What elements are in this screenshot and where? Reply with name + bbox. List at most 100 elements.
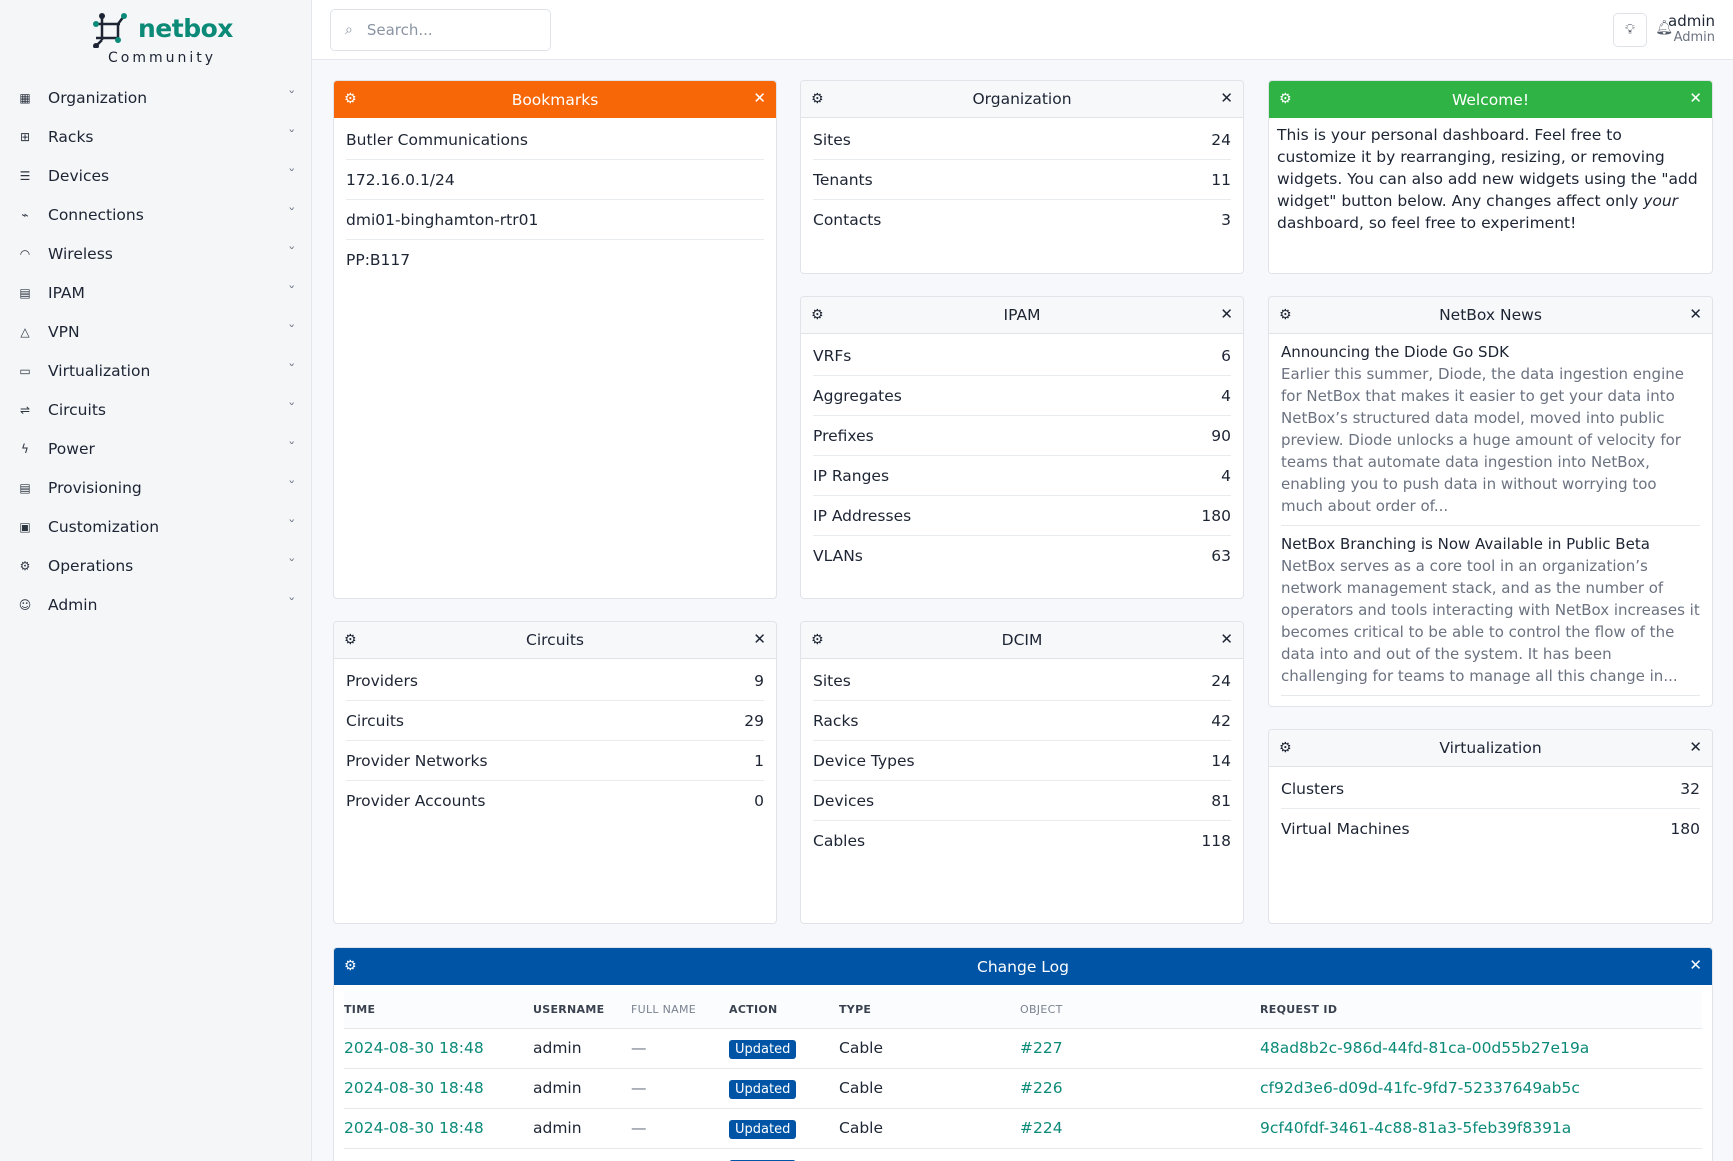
stat-label[interactable]: Circuits — [346, 711, 404, 730]
sidebar-item-devices[interactable]: ☰ Devices ˅ — [0, 156, 312, 195]
column-header[interactable]: TIME — [344, 991, 533, 1029]
sidebar-item-circuits[interactable]: ⇌ Circuits ˅ — [0, 390, 312, 429]
stat-label[interactable]: IP Ranges — [813, 466, 890, 485]
stat-row[interactable]: Cables 118 — [813, 821, 1231, 861]
bookmark-item[interactable]: Butler Communications — [346, 120, 764, 160]
gear-icon[interactable]: ⚙ — [1279, 740, 1292, 756]
stat-label[interactable]: Clusters — [1281, 779, 1345, 798]
object-link[interactable]: #226 — [1020, 1079, 1063, 1097]
gear-icon[interactable]: ⚙ — [811, 632, 824, 648]
stat-label[interactable]: Racks — [813, 711, 859, 730]
stat-row[interactable]: Aggregates 4 — [813, 376, 1231, 416]
stat-label[interactable]: Cables — [813, 832, 866, 850]
column-header[interactable]: OBJECT — [1020, 991, 1260, 1029]
sidebar-item-power[interactable]: ϟ Power ˅ — [0, 429, 312, 468]
object-link[interactable]: #224 — [1020, 1119, 1063, 1137]
stat-row[interactable]: IP Ranges 4 — [813, 456, 1231, 496]
request-id-link[interactable]: 9cf40fdf-3461-4c88-81a3-5feb39f8391a — [1260, 1119, 1572, 1137]
stat-label[interactable]: Provider Networks — [346, 751, 488, 770]
bookmark-item[interactable]: PP:B117 — [346, 240, 764, 280]
gear-icon[interactable]: ⚙ — [1279, 307, 1292, 323]
news-title[interactable]: A New Look For NetBox and NetBox Labs — [1281, 704, 1700, 706]
bookmark-label[interactable]: 172.16.0.1/24 — [346, 170, 455, 189]
sidebar-item-operations[interactable]: ⚙ Operations ˅ — [0, 546, 312, 585]
stat-label[interactable]: Virtual Machines — [1281, 820, 1410, 838]
request-id-link[interactable]: 48ad8b2c-986d-44fd-81ca-00d55b27e19a — [1260, 1039, 1590, 1057]
sidebar-item-virtualization[interactable]: ▭ Virtualization ˅ — [0, 351, 312, 390]
time-link[interactable]: 2024-08-30 18:47 — [344, 1159, 484, 1161]
sidebar-item-wireless[interactable]: ◠ Wireless ˅ — [0, 234, 312, 273]
column-header[interactable]: USERNAME — [533, 991, 631, 1029]
close-icon[interactable]: ✕ — [1220, 89, 1233, 107]
sidebar-item-provisioning[interactable]: ▤ Provisioning ˅ — [0, 468, 312, 507]
news-item[interactable]: A New Look For NetBox and NetBox Labs — [1281, 704, 1700, 706]
search-input[interactable] — [366, 21, 527, 39]
gear-icon[interactable]: ⚙ — [344, 958, 357, 974]
request-id-link[interactable]: cf92d3e6-d09d-41fc-9fd7-52337649ab5c — [1260, 1079, 1580, 1097]
gear-icon[interactable]: ⚙ — [344, 91, 357, 107]
close-icon[interactable]: ✕ — [1689, 956, 1702, 974]
bookmark-label[interactable]: dmi01-binghamton-rtr01 — [346, 210, 539, 229]
object-link[interactable]: #227 — [1020, 1039, 1063, 1057]
news-title[interactable]: Announcing the Diode Go SDK — [1281, 343, 1509, 361]
close-icon[interactable]: ✕ — [1689, 305, 1702, 323]
close-icon[interactable]: ✕ — [753, 630, 766, 648]
stat-label[interactable]: IP Addresses — [813, 506, 912, 525]
stat-label[interactable]: Sites — [813, 671, 851, 690]
stat-row[interactable]: Sites 24 — [813, 661, 1231, 701]
stat-row[interactable]: Provider Accounts 0 — [346, 781, 764, 821]
bookmark-item[interactable]: 172.16.0.1/24 — [346, 160, 764, 200]
sidebar-item-connections[interactable]: ⌁ Connections ˅ — [0, 195, 312, 234]
close-icon[interactable]: ✕ — [1689, 89, 1702, 107]
stat-row[interactable]: Sites 24 — [813, 120, 1231, 160]
bookmark-item[interactable]: dmi01-binghamton-rtr01 — [346, 200, 764, 240]
news-item[interactable]: NetBox Branching is Now Available in Pub… — [1281, 534, 1700, 696]
stat-row[interactable]: Devices 81 — [813, 781, 1231, 821]
stat-label[interactable]: Tenants — [813, 170, 873, 189]
column-header[interactable]: ACTION — [729, 991, 839, 1029]
close-icon[interactable]: ✕ — [1220, 630, 1233, 648]
sidebar-item-racks[interactable]: ⊞ Racks ˅ — [0, 117, 312, 156]
news-title[interactable]: NetBox Branching is Now Available in Pub… — [1281, 535, 1650, 553]
stat-label[interactable]: Providers — [346, 671, 418, 690]
column-header[interactable]: TYPE — [839, 991, 1020, 1029]
object-link[interactable]: #224 — [1020, 1159, 1063, 1161]
stat-row[interactable]: Providers 9 — [346, 661, 764, 701]
stat-row[interactable]: Contacts 3 — [813, 200, 1231, 240]
stat-label[interactable]: Contacts — [813, 211, 882, 229]
sidebar-item-admin[interactable]: ☺ Admin ˅ — [0, 585, 312, 624]
stat-row[interactable]: IP Addresses 180 — [813, 496, 1231, 536]
close-icon[interactable]: ✕ — [1220, 305, 1233, 323]
stat-label[interactable]: Device Types — [813, 751, 915, 770]
stat-row[interactable]: Racks 42 — [813, 701, 1231, 741]
stat-label[interactable]: Devices — [813, 791, 875, 810]
stat-row[interactable]: Clusters 32 — [1281, 769, 1700, 809]
sidebar-item-organization[interactable]: ▦ Organization ˅ — [0, 78, 312, 117]
stat-row[interactable]: Circuits 29 — [346, 701, 764, 741]
sidebar-item-vpn[interactable]: △ VPN ˅ — [0, 312, 312, 351]
news-item[interactable]: Announcing the Diode Go SDK Earlier this … — [1281, 342, 1700, 526]
stat-row[interactable]: Tenants 11 — [813, 160, 1231, 200]
time-link[interactable]: 2024-08-30 18:48 — [344, 1119, 484, 1137]
user-menu[interactable]: admin Admin — [1668, 12, 1715, 45]
column-header[interactable]: REQUEST ID — [1260, 991, 1702, 1029]
stat-label[interactable]: Prefixes — [813, 426, 874, 445]
time-link[interactable]: 2024-08-30 18:48 — [344, 1039, 484, 1057]
stat-label[interactable]: VRFs — [813, 346, 852, 365]
column-header[interactable]: FULL NAME — [631, 991, 729, 1029]
stat-label[interactable]: Aggregates — [813, 386, 902, 405]
theme-toggle-button[interactable]: 💡︎ — [1613, 13, 1647, 47]
stat-row[interactable]: VLANs 63 — [813, 536, 1231, 576]
close-icon[interactable]: ✕ — [753, 89, 766, 107]
stat-label[interactable]: VLANs — [813, 547, 863, 565]
bookmark-label[interactable]: PP:B117 — [346, 251, 411, 269]
bookmark-label[interactable]: Butler Communications — [346, 130, 528, 149]
request-id-link[interactable]: 7e3c4e2c-eee9-47f2-986f-f99391c907e2 — [1260, 1159, 1578, 1161]
stat-label[interactable]: Sites — [813, 130, 851, 149]
bell-icon[interactable]: 🔔︎ — [1655, 20, 1673, 36]
netbox-logo[interactable]: netbox Community — [92, 12, 233, 68]
sidebar-item-ipam[interactable]: ▤ IPAM ˅ — [0, 273, 312, 312]
stat-row[interactable]: Device Types 14 — [813, 741, 1231, 781]
stat-label[interactable]: Provider Accounts — [346, 792, 486, 810]
gear-icon[interactable]: ⚙ — [811, 307, 824, 323]
